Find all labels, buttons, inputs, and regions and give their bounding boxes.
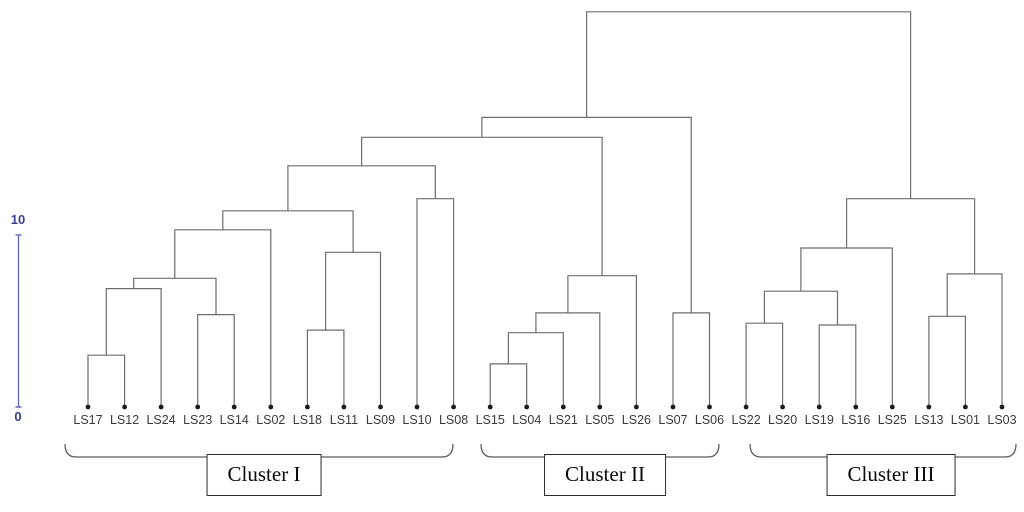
merge-link (507, 332, 564, 406)
merge-link (763, 290, 839, 325)
leaf-label: LS19 (805, 413, 834, 427)
scale-min-label: 0 (14, 409, 22, 424)
merge-link (928, 315, 966, 406)
cluster-ii-label-box: Cluster II (544, 454, 666, 497)
merge-link (672, 312, 711, 406)
leaf-label: LS04 (512, 413, 541, 427)
leaf-dot (268, 404, 274, 410)
leaf-dot (122, 404, 127, 410)
leaf-label: LS15 (476, 413, 505, 427)
leaf-label: LS14 (220, 413, 249, 427)
leaf-label: LS18 (293, 413, 322, 427)
leaf-dot (670, 404, 676, 410)
leaf-label: LS16 (841, 413, 870, 427)
merge-link (846, 198, 976, 274)
merge-link (745, 322, 784, 406)
leaf-dot (853, 404, 859, 410)
leaf-label: LS26 (622, 413, 651, 427)
leaf-dot (451, 404, 456, 410)
merge-link (818, 324, 857, 406)
leaf-label: LS21 (549, 413, 578, 427)
leaf-dot (524, 404, 530, 410)
cluster-i-label-box: Cluster I (206, 454, 322, 497)
merge-link (416, 198, 455, 406)
leaf-dot (341, 404, 347, 410)
leaf-label: LS07 (658, 413, 687, 427)
leaf-label: LS08 (439, 413, 468, 427)
leaf-label: LS25 (878, 413, 907, 427)
merge-link (174, 229, 272, 406)
merge-link (325, 251, 382, 406)
leaf-label: LS06 (695, 413, 724, 427)
cluster-iii-label-box: Cluster III (826, 454, 956, 497)
leaf-label: LS05 (585, 413, 614, 427)
leaf-dot (597, 404, 603, 410)
leaf-label: LS10 (402, 413, 431, 427)
leaf-dot (780, 404, 785, 410)
merge-link (306, 329, 345, 406)
scale-bar-line (15, 234, 22, 408)
leaf-dot (195, 404, 201, 410)
merge-link (489, 363, 528, 406)
leaf-label: LS23 (183, 413, 212, 427)
merge-link (567, 275, 637, 406)
merge-link (133, 277, 217, 315)
merge-link (535, 312, 601, 406)
leaf-dot (634, 404, 639, 410)
leaf-dot (889, 404, 895, 410)
merge-link (287, 165, 436, 211)
leaf-dot (378, 404, 383, 410)
leaf-dot (85, 404, 91, 410)
merge-link (87, 354, 126, 406)
leaf-label: LS09 (366, 413, 395, 427)
leaf-label: LS22 (731, 413, 760, 427)
merge-link (361, 136, 603, 276)
leaf-label: LS12 (110, 413, 139, 427)
leaf-dot (305, 404, 310, 410)
leaf-dot (999, 404, 1005, 410)
leaf-label: LS11 (330, 413, 358, 427)
leaf-label: LS03 (987, 413, 1016, 427)
leaf-label: LS17 (73, 413, 102, 427)
scale-max-label: 10 (10, 212, 26, 227)
leaf-dot (487, 404, 493, 410)
leaf-label: LS24 (146, 413, 175, 427)
leaf-dot (816, 404, 822, 410)
leaf-dot (926, 404, 932, 410)
leaf-dot (963, 404, 968, 410)
merge-link (586, 11, 912, 199)
leaf-dot (231, 404, 237, 410)
merge-link (222, 210, 354, 253)
leaf-label: LS01 (951, 413, 980, 427)
leaf-dot (743, 404, 749, 410)
merge-link (105, 288, 162, 406)
merge-link (946, 273, 1003, 406)
merge-link (197, 314, 235, 406)
leaf-label: LS02 (256, 413, 285, 427)
merge-link (800, 247, 893, 406)
leaf-dot (414, 404, 420, 410)
leaf-label: LS20 (768, 413, 797, 427)
leaf-label: LS13 (914, 413, 943, 427)
leaf-dot (158, 404, 164, 410)
leaf-dot (707, 404, 712, 410)
merge-link (481, 116, 692, 313)
leaf-dot (560, 404, 566, 410)
